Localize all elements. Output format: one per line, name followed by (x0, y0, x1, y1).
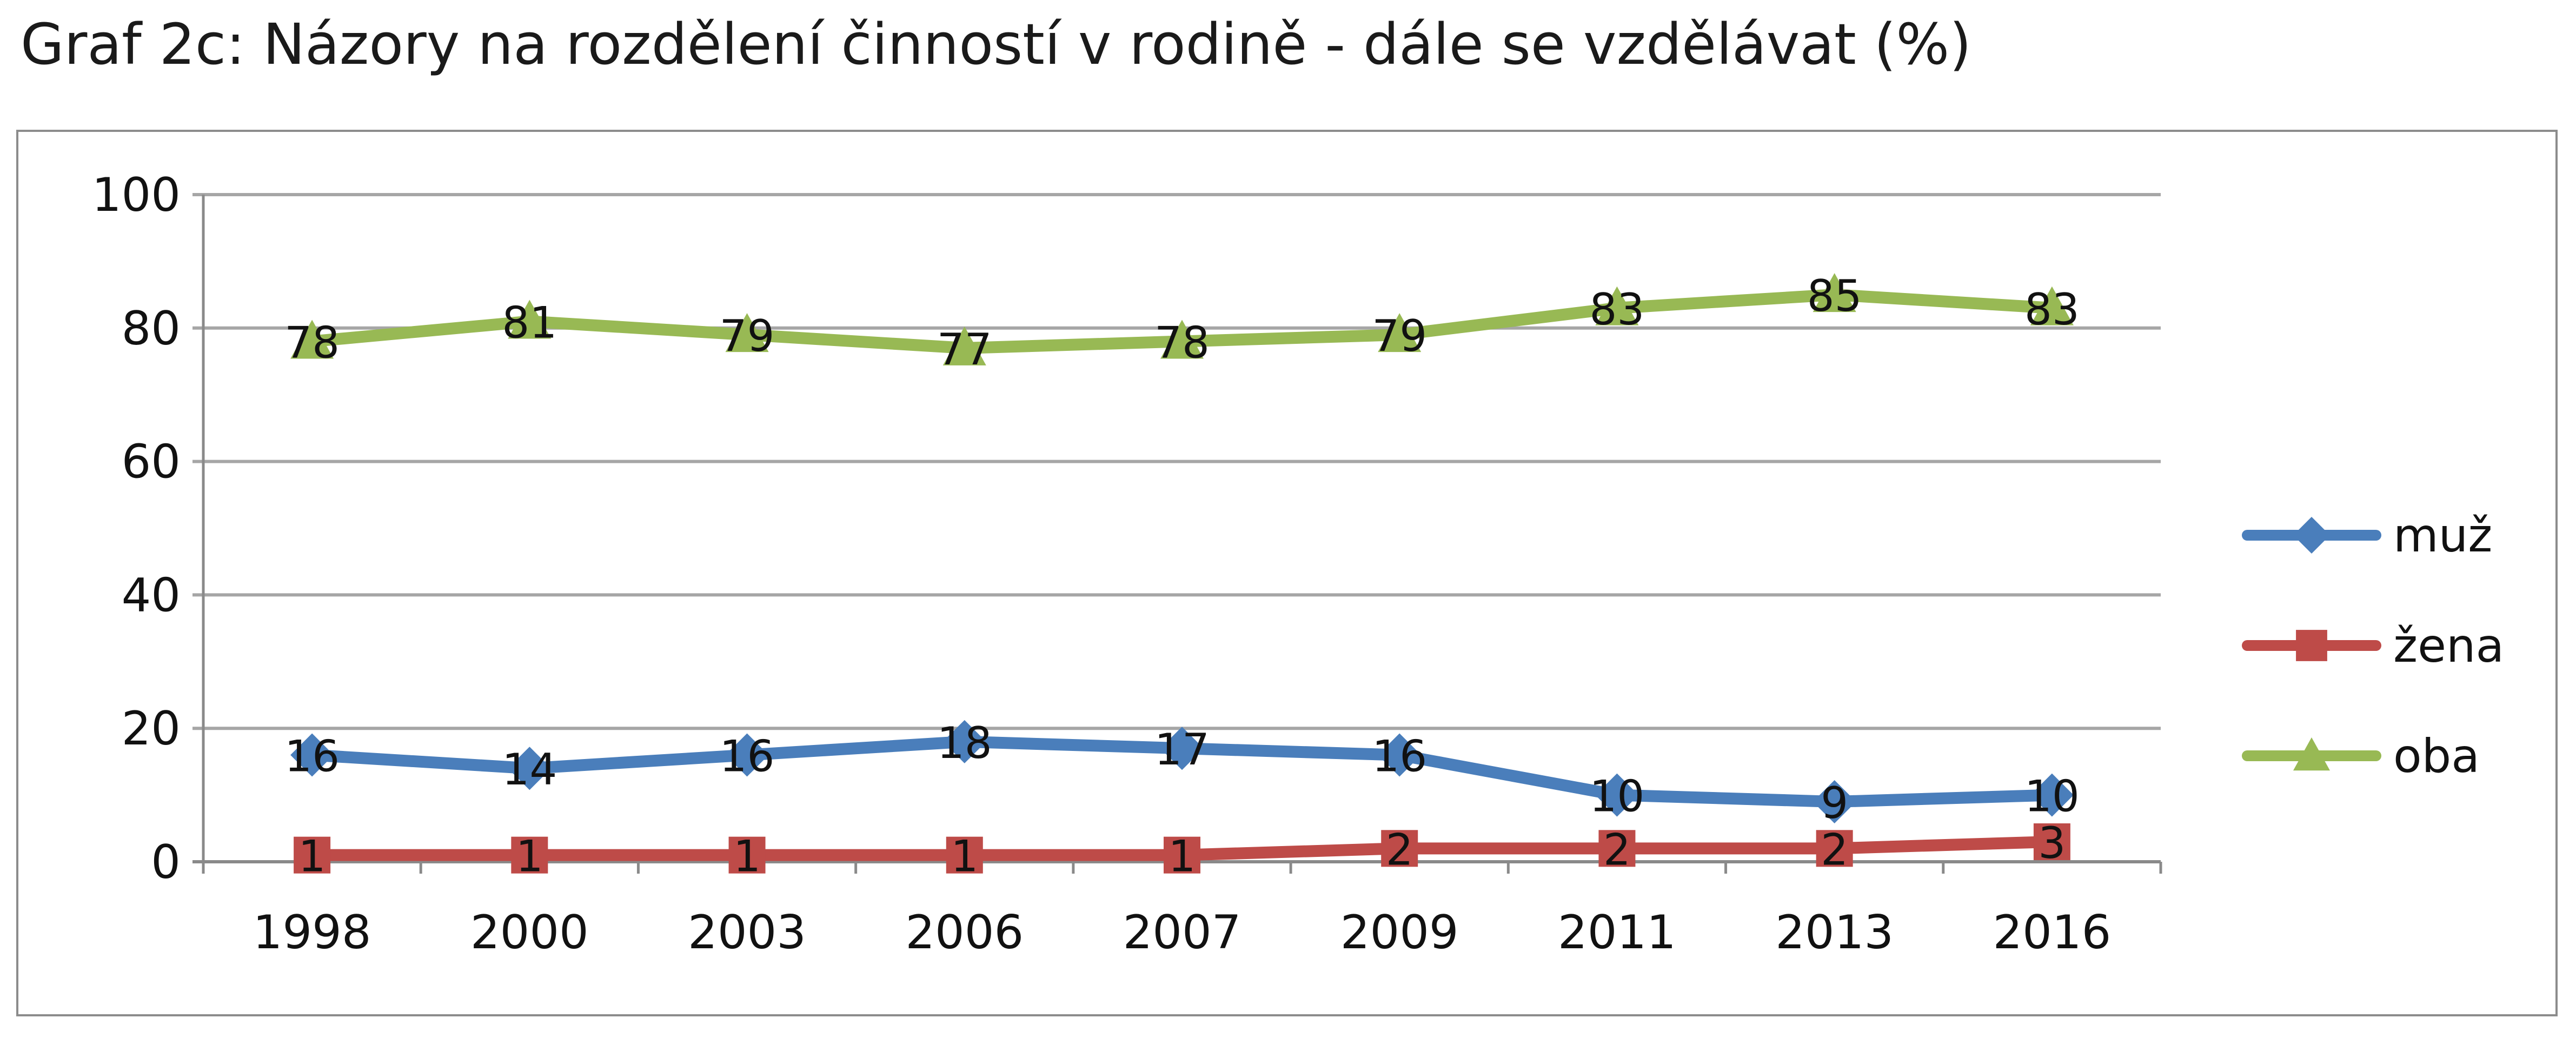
data-label: 79 (720, 311, 775, 361)
data-label: 16 (720, 731, 775, 782)
y-tick-label: 60 (122, 435, 181, 489)
x-tick-label: 2011 (1558, 906, 1676, 960)
data-point-square (946, 836, 983, 874)
data-point-triangle (1160, 320, 1204, 359)
x-tick-label: 2016 (1993, 906, 2111, 960)
legend-label: oba (2393, 729, 2480, 783)
y-tick-label: 20 (122, 702, 181, 756)
data-label: 2 (1386, 824, 1413, 875)
data-point-square (1598, 830, 1636, 867)
x-tick-label: 2006 (905, 906, 1024, 960)
data-label: 1 (298, 831, 326, 882)
x-tick-label: 2007 (1123, 906, 1241, 960)
data-point-diamond (942, 720, 986, 763)
data-point-square (1816, 830, 1853, 867)
data-point-diamond (2293, 517, 2330, 554)
data-label: 2 (1603, 824, 1631, 875)
data-point-diamond (508, 747, 552, 790)
data-point-square (2033, 823, 2070, 860)
data-label: 1 (516, 831, 543, 882)
x-tick-label: 2000 (470, 906, 589, 960)
y-tick-label: 100 (92, 168, 181, 222)
y-tick-label: 80 (122, 302, 181, 356)
data-label: 78 (284, 317, 340, 368)
data-point-square (728, 836, 766, 874)
data-label: 77 (937, 324, 992, 375)
data-label: 2 (1821, 824, 1848, 875)
x-tick-label: 2003 (688, 906, 806, 960)
data-label: 83 (1590, 284, 1645, 335)
data-point-triangle (1595, 286, 1639, 325)
data-label: 10 (2024, 771, 2080, 822)
data-label: 14 (502, 744, 557, 795)
data-point-triangle (1378, 313, 1422, 352)
data-point-triangle (290, 320, 334, 359)
data-label: 1 (1169, 831, 1196, 882)
data-point-triangle (942, 326, 986, 365)
data-point-square (1164, 836, 1200, 874)
data-label: 85 (1807, 271, 1862, 321)
data-point-triangle (2293, 737, 2330, 771)
data-point-diamond (1813, 780, 1856, 823)
data-point-diamond (1160, 727, 1204, 770)
data-point-triangle (508, 300, 552, 339)
legend-label: muž (2393, 509, 2492, 563)
y-tick-label: 0 (151, 835, 181, 889)
data-point-diamond (725, 733, 769, 777)
data-point-square (1381, 830, 1418, 867)
data-label: 9 (1821, 778, 1848, 828)
data-point-square (2296, 630, 2327, 661)
data-label: 3 (2038, 818, 2066, 868)
axes: 0 20 40 60 80 100 1998 2000 2003 2006 2007 2009 2011… (92, 168, 2162, 960)
data-point-square (294, 836, 331, 874)
data-label: 78 (1154, 317, 1210, 368)
x-tick-label: 2009 (1340, 906, 1459, 960)
data-label: 81 (502, 297, 557, 348)
data-point-square (511, 836, 548, 874)
data-point-triangle (725, 313, 769, 352)
data-label: 1 (733, 831, 761, 882)
data-label: 10 (1590, 771, 1645, 822)
data-label: 79 (1372, 311, 1427, 361)
data-point-triangle (2030, 286, 2074, 325)
data-point-diamond (290, 733, 334, 777)
data-point-triangle (1813, 273, 1856, 312)
x-tick-label: 2013 (1775, 906, 1894, 960)
data-label: 1 (951, 831, 978, 882)
line-chart: 0 20 40 60 80 100 1998 2000 2003 2006 2007 2009 2011… (92, 168, 2504, 960)
legend-label: žena (2393, 619, 2504, 673)
series (290, 273, 2074, 874)
x-tick-label: 1998 (253, 906, 371, 960)
data-label: 16 (284, 731, 340, 782)
data-point-diamond (2030, 773, 2074, 817)
data-label: 16 (1372, 731, 1427, 782)
data-point-diamond (1595, 773, 1639, 817)
data-point-diamond (1378, 733, 1422, 777)
data-label: 17 (1154, 724, 1210, 775)
data-label: 83 (2024, 284, 2080, 335)
data-label: 18 (937, 718, 992, 768)
page-title: Graf 2c: Názory na rozdělení činností v … (21, 11, 1971, 77)
legend: muž žena oba (2242, 509, 2504, 783)
y-tick-label: 40 (122, 568, 181, 622)
chart-frame: 0 20 40 60 80 100 1998 2000 2003 2006 2007 2009 2011… (16, 130, 2558, 1016)
